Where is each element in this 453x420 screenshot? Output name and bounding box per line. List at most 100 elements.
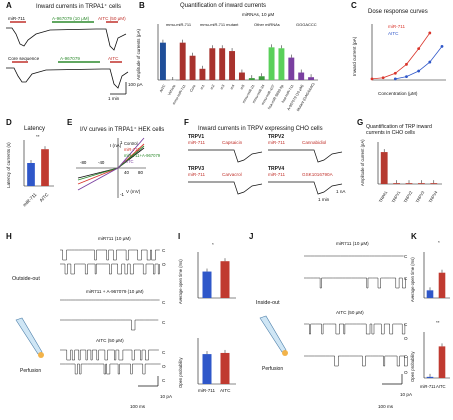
panel-c-xlabel: Concentration (μM) [378,91,418,96]
panel-d-significance: ** [36,134,40,139]
bar-k-bot-0 [426,376,434,378]
panel-f-channel-0: TRPV1 [188,134,205,140]
panel-label-k: K [411,232,417,241]
bar-b-3 [189,55,196,80]
panel-h-trace3-title: AITC (50 μM) [96,338,124,343]
panel-g-ylabel: Amplitude of current (pA) [360,139,365,186]
panel-label-h: H [6,232,12,241]
bar-g-0 [380,152,388,184]
panel-b-group-1: mmu-miR-711 [166,22,192,27]
panel-f-agonist-a-3: miR-711 [268,172,286,177]
bar-i-top-1 [220,261,230,298]
bar-b-4 [199,68,206,80]
panel-label-i: I [178,232,181,241]
panel-b-group-4: GGGACCC [296,22,317,27]
panel-a-scale-y: 100 pA [128,82,143,87]
panel-e-chart: -80 -40 40 80 1 -1 [76,137,146,198]
panel-h-c1: C [162,248,166,253]
bar-i-bot-1 [220,352,230,384]
panel-i-bottom-chart [197,338,236,385]
panel-c-ylabel: Inward current (pA) [352,36,357,76]
panel-f-scale-x: 1 min [318,197,330,202]
trace-a1-right-label: AITC (50 μM) [98,16,126,21]
svg-text:80: 80 [138,170,143,175]
panel-h-o2: O [162,364,166,369]
panel-g-xlabel-4: TRPV4 [427,190,439,204]
panel-c-legend-mir: miR-711 [388,24,406,29]
panel-f-agonist-b-3: GSK1016790A [302,172,333,177]
panel-k-ylabel-top: Average open time (ms) [410,257,415,302]
panel-label-d: D [6,118,12,127]
panel-i-significance: * [212,242,214,247]
svg-text:-40: -40 [98,160,105,165]
panel-g-xlabel-3: TRPV3 [414,190,426,204]
bar-g-4 [430,183,438,184]
bar-b-10 [258,76,265,80]
panel-label-e: E [67,118,73,127]
bar-k-top-0 [426,290,434,298]
panel-a-scale-x: 1 min [108,96,120,101]
panel-k-ylabel-bot: Open probability [410,351,415,383]
panel-b-group-3: Other miRNAs [254,22,280,27]
bar-b-9 [248,78,255,80]
panel-h-c3: C [162,320,166,325]
bar-b-12 [278,48,285,80]
panel-j-scale-x: 100 ms [378,404,394,409]
trace-a2-right-label: AITC [108,56,119,61]
bar-b-8 [238,72,245,80]
trace-a2-left-label: Core sequence [8,56,40,61]
panel-f-trace-3 [268,181,343,195]
dose-point-1-1 [405,75,408,79]
panel-f-scale-y: 1 nA [336,189,346,194]
panel-e-ilabel: I (nA) [110,143,122,148]
panel-b-header: miRNAs, 10 μM [242,12,275,17]
panel-b-group-2: mmu-miR-711 mutant [200,22,239,27]
panel-i-ylabel-top: Average open time (ms) [178,259,183,304]
dose-point-1-3 [428,60,432,64]
panel-i-top-chart [197,252,236,299]
panel-h-side: Outside-out [12,276,40,282]
iv-aitc-line [77,137,145,191]
bar-b-11 [268,47,275,80]
panel-k-top-chart [423,252,450,299]
panel-f-channel-2: TRPV3 [188,166,205,172]
dose-curve-0 [371,32,431,80]
panel-f-agonist-b-1: Cannabidiol [302,140,327,145]
panel-a-traces [6,21,129,95]
bar-b-15 [308,77,315,80]
panel-h-o1: O [162,262,166,267]
panel-b-ylabel: Amplitude of currents (pA) [136,28,141,80]
svg-text:-1: -1 [120,192,124,197]
panel-c-chart [370,24,446,81]
panel-j-scale-y: 10 pA [400,392,413,397]
panel-g-xlabel-1: TRPV1 [390,190,401,204]
dose-point-0-2 [393,71,397,75]
trace-a1-mid-label: A-967079 (10 μM) [52,16,90,21]
pipette-icon-j [259,315,288,356]
bar-k-top-1 [438,272,446,298]
panel-j-trace2-title: AITC (50 μM) [336,310,364,315]
panel-e-legend-aitc: AITC [124,159,134,164]
bar-g-1 [393,183,401,184]
bar-b-14 [298,72,305,80]
bar-d-0 [27,163,35,186]
panel-i-xlabel-1: miR-711 [198,388,216,393]
panel-f-channel-3: TRPV4 [268,166,285,172]
panel-f-trace-0 [188,149,263,163]
dose-point-1-2 [417,69,421,73]
panel-g-chart [377,142,442,185]
bar-b-2 [179,42,186,80]
bar-g-2 [405,183,413,184]
svg-text:40: 40 [124,170,129,175]
panel-e-legend-control: Control [124,141,138,146]
panel-k-xlabel-1: miR-711 [420,384,436,389]
svg-text:1: 1 [120,140,123,145]
dose-curve-1 [395,46,443,80]
bar-b-13 [288,57,295,80]
panel-j-perfusion: Perfusion [262,366,284,372]
panel-j-o1: O [404,336,408,341]
panel-f-agonist-a-1: miR-711 [268,140,286,145]
trace-a1-left-label: miR-711 [8,16,26,21]
panel-j-o2: O [404,370,408,375]
dose-point-0-1 [381,76,385,80]
